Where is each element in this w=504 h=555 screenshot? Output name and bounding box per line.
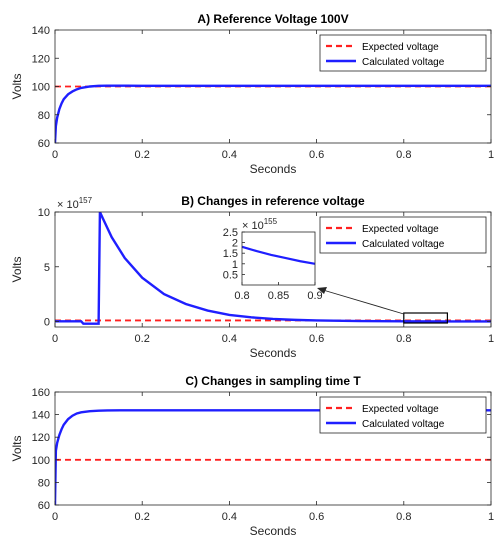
series-line-calculated [55, 84, 491, 143]
y-tick-label: 100 [32, 82, 50, 94]
series-line-calculated [55, 212, 491, 325]
x-tick-label: 0 [52, 149, 58, 161]
inset-y-tick-label: 1 [232, 259, 238, 271]
inset-x-tick-label: 0.9 [307, 290, 322, 302]
inset: 0.8 0.85 0.9 0.511.522.5 × 10155 [223, 217, 323, 302]
y-tick-label: 0 [44, 317, 50, 329]
panel-A: A) Reference Voltage 100V 0 0.2 0.4 0.6 0.8 1 6… [10, 12, 494, 176]
inset-x-tick-label: 0.8 [234, 290, 249, 302]
x-tick-label: 0.4 [222, 511, 237, 523]
x-tick-label: 0.6 [309, 149, 324, 161]
x-tick-label: 0.2 [135, 511, 150, 523]
y-tick-label: 5 [44, 262, 50, 274]
y-tick-label: 60 [38, 500, 50, 512]
x-tick-label: 0.4 [222, 149, 237, 161]
plot-frame [54, 391, 492, 506]
y-tick-label: 100 [32, 455, 50, 467]
x-tick-label: 1 [488, 149, 494, 161]
legend: Expected voltage Calculated voltage [319, 34, 487, 72]
legend-label: Calculated voltage [362, 239, 445, 250]
legend-label: Calculated voltage [362, 419, 445, 430]
x-tick-label: 0 [52, 333, 58, 345]
zoom-arrow-head [317, 287, 327, 294]
chart-title: A) Reference Voltage 100V [197, 12, 348, 26]
x-tick-label: 0.2 [135, 333, 150, 345]
legend-label: Expected voltage [362, 42, 439, 53]
inset-y-tick-label: 1.5 [223, 248, 238, 260]
y-tick-label: 80 [38, 110, 50, 122]
y-tick-label: 120 [32, 432, 50, 444]
y-multiplier: × 10157 [57, 196, 93, 211]
x-axis-label: Seconds [250, 162, 297, 176]
y-axis-label: Volts [10, 435, 24, 461]
x-tick-label: 0.4 [222, 333, 237, 345]
x-tick-label: 0.6 [309, 333, 324, 345]
panel-B: B) Changes in reference voltage 0 0.2 0.4 0.… [10, 194, 494, 360]
x-tick-label: 0.8 [396, 511, 411, 523]
legend-label: Expected voltage [362, 224, 439, 235]
x-tick-label: 0 [52, 511, 58, 523]
panel-C: C) Changes in sampling time T 0 0.2 0.4 0.6 0… [10, 374, 494, 538]
y-tick-label: 60 [38, 138, 50, 150]
y-tick-label: 140 [32, 25, 50, 37]
y-axis-label: Volts [10, 256, 24, 282]
x-tick-label: 1 [488, 333, 494, 345]
inset-y-tick-label: 2 [232, 238, 238, 250]
x-axis-label: Seconds [250, 346, 297, 360]
plot-frame [54, 211, 492, 328]
x-tick-label: 0.2 [135, 149, 150, 161]
inset-bg [242, 232, 315, 285]
legend-label: Expected voltage [362, 404, 439, 415]
inset-x-tick-label: 0.85 [268, 290, 289, 302]
x-axis-label: Seconds [250, 524, 297, 538]
y-tick-label: 80 [38, 477, 50, 489]
inset-series-line [241, 245, 316, 265]
y-tick-label: 10 [38, 207, 50, 219]
inset-y-tick-label: 0.5 [223, 269, 238, 281]
legend-box [319, 216, 487, 254]
zoom-arrow-line [322, 289, 404, 315]
legend-label: Calculated voltage [362, 57, 445, 68]
zoom-region-box [403, 312, 448, 324]
inset-y-tick-label: 2.5 [223, 227, 238, 239]
y-tick-label: 160 [32, 387, 50, 399]
x-tick-label: 0.8 [396, 333, 411, 345]
y-tick-label: 120 [32, 53, 50, 65]
chart-title: B) Changes in reference voltage [181, 194, 365, 208]
series-line-calculated [55, 409, 491, 505]
legend-box [319, 396, 487, 434]
x-tick-label: 0.6 [309, 511, 324, 523]
x-tick-label: 1 [488, 511, 494, 523]
y-axis-label: Volts [10, 73, 24, 99]
legend: Expected voltage Calculated voltage [319, 216, 487, 254]
legend-box [319, 34, 487, 72]
y-tick-label: 140 [32, 410, 50, 422]
x-tick-label: 0.8 [396, 149, 411, 161]
inset-y-multiplier: × 10155 [242, 217, 278, 232]
chart-title: C) Changes in sampling time T [185, 374, 361, 388]
legend: Expected voltage Calculated voltage [319, 396, 487, 434]
